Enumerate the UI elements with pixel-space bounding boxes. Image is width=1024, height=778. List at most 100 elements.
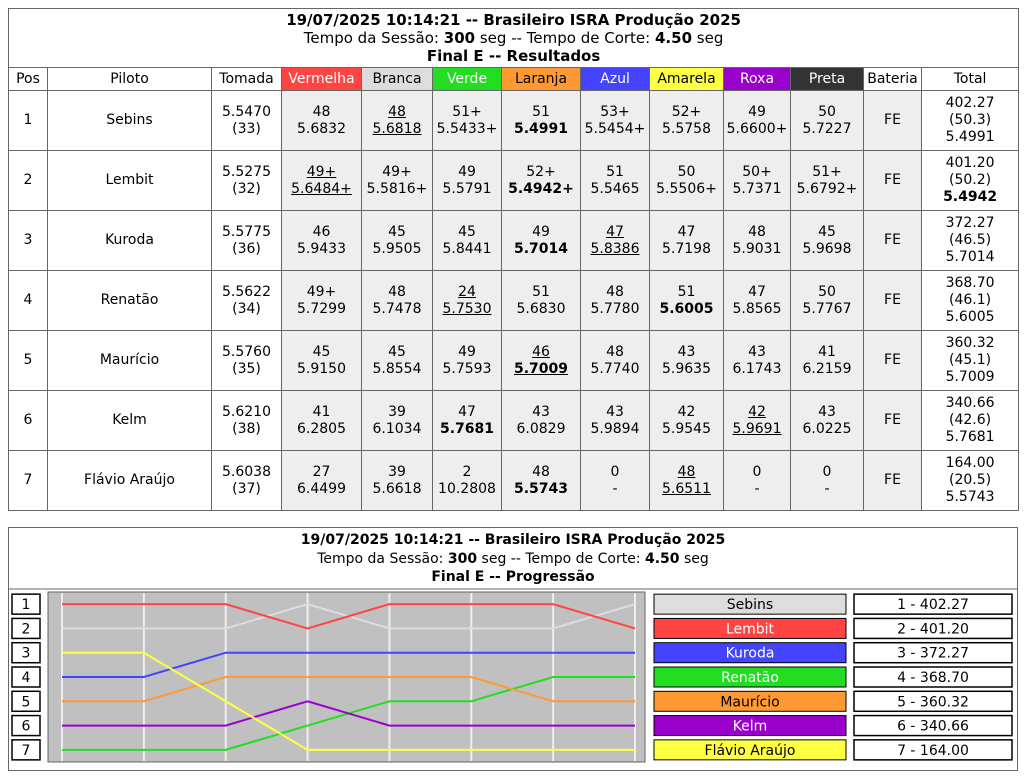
lane-cell: 52+ 5.4942+ — [501, 150, 581, 211]
laps: 45 — [458, 223, 476, 240]
total-text: (45.1) — [949, 352, 992, 368]
total-label: 2 - 401.20 — [897, 621, 969, 637]
tomada: 5.5775 (36) — [211, 210, 282, 271]
lane-cell: 43 6.1743 — [723, 330, 791, 391]
progression-panel: 19/07/2025 10:14:21 -- Brasileiro ISRA P… — [8, 527, 1018, 771]
lap-time: 5.5506+ — [656, 180, 717, 197]
y-tick-label: 6 — [22, 719, 31, 735]
lap-time: 5.5743 — [513, 480, 569, 497]
y-tick-box — [11, 714, 41, 737]
session-text: seg — [696, 29, 724, 47]
session-line: Tempo da Sessão: 300 seg -- Tempo de Cor… — [10, 29, 1018, 47]
laps: 43 — [606, 403, 624, 420]
laps: 0 — [822, 463, 832, 480]
legend-swatch — [653, 666, 847, 688]
y-tick-label: 5 — [22, 694, 31, 710]
driver: Renatão — [47, 270, 212, 331]
position: 6 — [8, 390, 48, 451]
laps: 47 — [748, 283, 766, 300]
laps: 48 — [606, 343, 624, 360]
laps: 50 — [818, 283, 836, 300]
session-text: Tempo da Sessão: — [316, 551, 443, 567]
lane-header: Branca — [361, 67, 433, 91]
lane-cell: 43 6.0829 — [501, 390, 581, 451]
lane-cell: 41 6.2805 — [281, 390, 362, 451]
lane-cell: 49 5.7593 — [432, 330, 502, 391]
column-header-row: Pos Piloto Tomada Vermelha Branca Verde Laranj… — [8, 67, 1020, 91]
laps: 50 — [677, 163, 696, 180]
lane-cell: 45 5.9698 — [790, 210, 864, 271]
laps: 46 — [312, 223, 331, 240]
y-tick-label: 3 — [22, 646, 31, 662]
lane-cell: 0- — [580, 450, 650, 511]
lane-cell: 52+ 5.5758 — [649, 90, 724, 151]
lane-cell: 51 5.6830 — [501, 270, 581, 331]
column-header: Bateria — [863, 67, 922, 91]
column-header: Piloto — [47, 67, 212, 91]
laps: 50+ — [742, 163, 772, 180]
total-box — [853, 690, 1013, 713]
series-line — [62, 676, 635, 703]
total-text: (50.2) — [949, 172, 992, 188]
tomada: 5.5760 (35) — [211, 330, 282, 391]
laps: 39 — [388, 403, 406, 420]
tomada-text: 5.6038 — [222, 463, 271, 480]
column-header: Tomada — [211, 67, 282, 91]
driver: Lembit — [47, 150, 212, 211]
series-line — [62, 603, 636, 630]
lane-cell: 45 5.9150 — [281, 330, 362, 391]
total-text: (50.3) — [949, 112, 992, 128]
total-text: 360.32 — [945, 335, 995, 351]
tomada: 5.6210 (38) — [211, 390, 282, 451]
subtitle: Final E -- Progressão — [431, 569, 595, 585]
lane-cell: 50 5.7227 — [790, 90, 864, 151]
bateria: FE — [863, 450, 922, 511]
laps: 49 — [458, 343, 476, 360]
total-text: 5.5743 — [945, 489, 995, 505]
laps: 48 — [312, 103, 331, 120]
series-line — [62, 651, 635, 678]
total-box — [853, 666, 1013, 688]
lane-cell: 51 5.5465 — [580, 150, 650, 211]
lap-time: 5.7767 — [802, 300, 852, 317]
legend-label: Renatão — [721, 670, 779, 686]
lap-time: 5.4991 — [513, 120, 569, 137]
laps: 42 — [748, 403, 766, 420]
total-text: 5.4942 — [943, 189, 998, 205]
tomada: 5.5275 (32) — [211, 150, 282, 211]
laps: 27 — [312, 463, 331, 480]
lane-cell: 49+ 5.5816+ — [361, 150, 433, 211]
laps: 41 — [312, 403, 331, 420]
laps: 48 — [388, 103, 406, 120]
bateria: FE — [863, 150, 922, 211]
lap-time: 5.6832 — [297, 120, 346, 137]
y-tick-box — [11, 593, 41, 615]
lane-cell: 48 5.6832 — [281, 90, 362, 151]
lane-cell: 47 5.8565 — [723, 270, 791, 331]
lap-time: 5.5454+ — [584, 120, 646, 137]
lap-time: 5.6005 — [659, 300, 714, 317]
total-text: (42.6) — [949, 412, 992, 428]
lane-cell: 0- — [790, 450, 864, 511]
y-tick-label: 7 — [22, 743, 31, 759]
lane-cell: 48 5.7478 — [361, 270, 433, 331]
laps: 45 — [388, 223, 406, 240]
laps: 48 — [606, 283, 624, 300]
lap-time: 5.7593 — [442, 360, 492, 377]
lap-time: 5.9505 — [372, 240, 422, 257]
laps: 49+ — [382, 163, 412, 180]
lane-cell: 49+ 5.7299 — [281, 270, 362, 331]
lane-cell: 50+ 5.7371 — [723, 150, 791, 211]
lane-cell: 48 5.5743 — [501, 450, 581, 511]
bateria: FE — [863, 330, 922, 391]
lane-cell: 51+ 5.5433+ — [432, 90, 502, 151]
lap-time: 5.7371 — [732, 180, 782, 197]
tomada-text: (36) — [232, 240, 261, 257]
session-text: seg — [684, 551, 709, 567]
lap-time: 5.7780 — [590, 300, 640, 317]
tomada-text: 5.6210 — [222, 403, 271, 420]
lane-cell: 50 5.5506+ — [649, 150, 724, 211]
laps: 51 — [677, 283, 696, 300]
lane-cell: 39 6.1034 — [361, 390, 433, 451]
lane-cell: 47 5.8386 — [580, 210, 650, 271]
